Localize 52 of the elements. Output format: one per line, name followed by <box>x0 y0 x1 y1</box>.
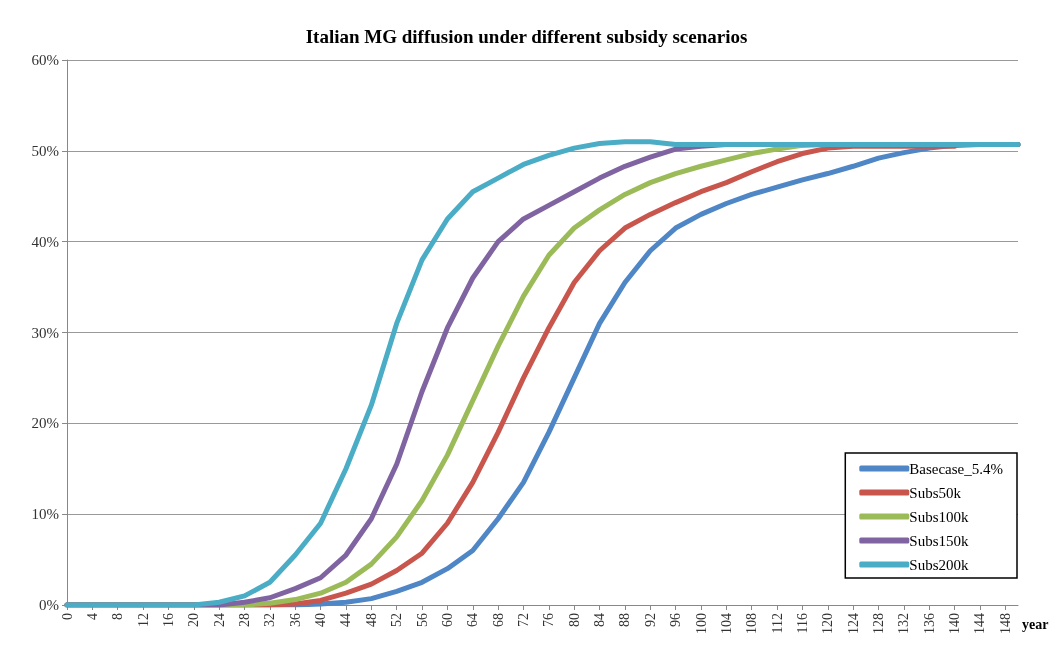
x-tick-label: 68 <box>490 613 506 627</box>
x-tick-label: 136 <box>921 613 937 634</box>
x-tick-label: 12 <box>135 613 151 627</box>
chart-title: Italian MG diffusion under different subsidy scenarios <box>305 26 748 47</box>
x-tick-label: 60 <box>439 613 455 627</box>
x-tick-label: 32 <box>262 613 278 627</box>
legend-label: Subs50k <box>909 484 962 501</box>
x-tick-label: 48 <box>363 613 379 627</box>
legend-label: Subs100k <box>909 508 969 525</box>
y-tick-label: 20% <box>31 415 59 432</box>
x-tick-label: 76 <box>541 613 557 627</box>
y-tick-label: 0% <box>39 597 59 613</box>
x-tick-label: 28 <box>237 613 253 627</box>
x-tick-label: 140 <box>947 613 963 634</box>
x-tick-label: 16 <box>160 613 176 627</box>
x-tick-label: 108 <box>744 613 760 634</box>
x-tick-label: 36 <box>287 613 303 627</box>
x-tick-label: 72 <box>515 613 531 627</box>
x-tick-label: 44 <box>338 613 354 627</box>
y-tick-label: 30% <box>31 324 59 341</box>
x-tick-label: 52 <box>389 613 405 627</box>
x-axis-title: year <box>1022 616 1049 632</box>
x-tick-label: 20 <box>186 613 202 627</box>
x-tick-label: 100 <box>693 613 709 634</box>
x-tick-label: 40 <box>313 613 329 627</box>
x-tick-label: 132 <box>896 613 912 634</box>
x-tick-label: 88 <box>617 613 633 627</box>
x-tick-label: 84 <box>592 613 608 627</box>
y-tick-label: 60% <box>31 52 59 68</box>
legend-label: Subs150k <box>909 532 969 549</box>
x-tick-label: 112 <box>769 613 785 634</box>
y-tick-label: 40% <box>31 233 59 250</box>
x-tick-label: 148 <box>997 613 1013 634</box>
y-tick-label: 10% <box>31 506 59 523</box>
y-tick-label: 50% <box>31 142 59 159</box>
x-tick-label: 4 <box>84 613 100 620</box>
x-tick-label: 104 <box>718 613 734 634</box>
legend-label: Subs200k <box>909 556 969 573</box>
x-tick-label: 80 <box>566 613 582 627</box>
x-tick-label: 128 <box>871 613 887 634</box>
x-tick-label: 0 <box>59 613 75 620</box>
legend-label: Basecase_5.4% <box>909 460 1004 477</box>
x-tick-label: 116 <box>794 613 810 634</box>
x-tick-label: 8 <box>110 613 126 620</box>
x-tick-label: 96 <box>668 613 684 627</box>
x-tick-label: 144 <box>972 613 988 634</box>
x-tick-label: 56 <box>414 613 430 627</box>
x-tick-label: 120 <box>820 613 836 634</box>
x-tick-label: 92 <box>642 613 658 627</box>
x-tick-label: 64 <box>465 613 481 627</box>
x-tick-label: 124 <box>845 613 861 634</box>
x-tick-label: 24 <box>211 613 227 627</box>
